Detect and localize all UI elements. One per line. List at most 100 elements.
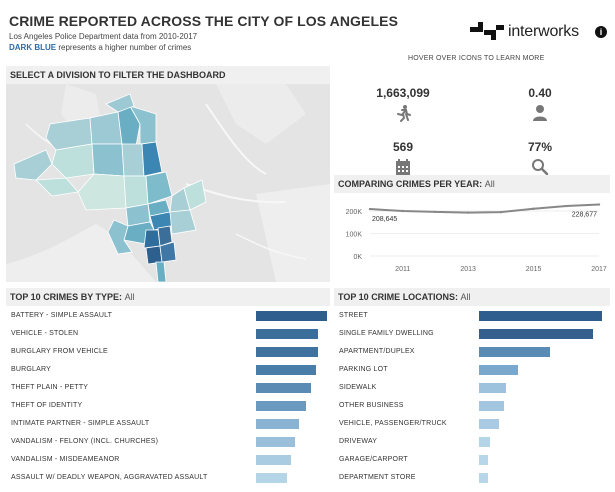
division-valley-north bbox=[105, 93, 135, 113]
crime-type-bar[interactable] bbox=[256, 473, 288, 483]
data-point bbox=[532, 207, 535, 210]
division-far-east bbox=[183, 179, 207, 211]
crime-location-label: PARKING LOT bbox=[339, 366, 388, 373]
division-topanga bbox=[51, 143, 95, 179]
crime-type-bar[interactable] bbox=[256, 455, 291, 465]
crime-location-bar[interactable] bbox=[479, 311, 602, 321]
crime-type-bar[interactable] bbox=[256, 347, 318, 357]
y-tick-label: 200K bbox=[346, 209, 363, 216]
crime-type-label: VANDALISM - FELONY (INCL. CHURCHES) bbox=[11, 438, 159, 445]
crime-location-bar[interactable] bbox=[479, 455, 488, 465]
data-point bbox=[565, 204, 568, 208]
interworks-logo[interactable]: interworks bbox=[470, 22, 579, 42]
division-van-nuys bbox=[91, 143, 125, 177]
crime-location-label: DRIVEWAY bbox=[339, 438, 378, 445]
calendar-icon[interactable] bbox=[343, 158, 463, 181]
crime-location-label: OTHER BUSINESS bbox=[339, 402, 404, 409]
crime-type-filter: All bbox=[124, 292, 135, 302]
crime-location-bar[interactable] bbox=[479, 329, 594, 339]
division-southeast bbox=[159, 241, 177, 263]
crime-location-label: GARAGE/CARPORT bbox=[339, 456, 408, 463]
crime-type-bar[interactable] bbox=[256, 311, 327, 321]
hover-hint: HOVER OVER ICONS TO LEARN MORE bbox=[408, 55, 545, 62]
crime-type-title: TOP 10 CRIMES BY TYPE: bbox=[10, 292, 123, 302]
legend-rest: represents a higher number of crimes bbox=[56, 43, 192, 52]
legend-highlight: DARK BLUE bbox=[9, 43, 57, 52]
per-year-line-chart[interactable]: 0K 100K 200K 2011 2013 2015 2017 208,645 228,677 bbox=[334, 194, 610, 278]
magnifier-icon[interactable] bbox=[480, 158, 600, 181]
series-line bbox=[369, 203, 600, 214]
crime-location-bar[interactable] bbox=[479, 383, 507, 393]
x-tick-label: 2013 bbox=[460, 266, 476, 273]
crime-type-label: THEFT OF IDENTITY bbox=[11, 402, 83, 409]
crime-type-bar[interactable] bbox=[256, 401, 306, 411]
x-tick-label: 2011 bbox=[395, 266, 410, 273]
person-icon[interactable] bbox=[480, 104, 600, 127]
end-value-label: 228,677 bbox=[572, 212, 597, 219]
kpi-total-crimes[interactable]: 1,663,099 bbox=[343, 86, 463, 127]
crime-type-label: ASSAULT W/ DEADLY WEAPON, AGGRAVATED ASS… bbox=[11, 474, 208, 481]
y-tick-label: 0K bbox=[353, 254, 362, 261]
x-tick-label: 2017 bbox=[591, 266, 607, 273]
crime-location-label: SINGLE FAMILY DWELLING bbox=[339, 330, 434, 337]
division-newton bbox=[157, 225, 173, 247]
crime-type-bar[interactable] bbox=[256, 419, 299, 429]
running-person-icon[interactable] bbox=[343, 104, 463, 127]
crime-location-label: DEPARTMENT STORE bbox=[339, 474, 416, 481]
info-icon[interactable]: i bbox=[595, 26, 607, 38]
division-southwest bbox=[143, 229, 161, 249]
crime-type-header: TOP 10 CRIMES BY TYPE: All bbox=[6, 288, 330, 306]
subtitle: Los Angeles Police Department data from … bbox=[9, 32, 198, 41]
crime-location-label: SIDEWALK bbox=[339, 384, 377, 391]
crime-type-label: BURGLARY FROM VEHICLE bbox=[11, 348, 108, 355]
crime-location-bar[interactable] bbox=[479, 347, 551, 357]
crime-type-bar[interactable] bbox=[256, 437, 296, 447]
crime-location-label: VEHICLE, PASSENGER/TRUCK bbox=[339, 420, 447, 427]
kpi-days-value: 569 bbox=[392, 140, 414, 154]
crime-location-filter: All bbox=[460, 292, 471, 302]
per-year-filter: All bbox=[484, 179, 495, 189]
division-map[interactable] bbox=[6, 84, 330, 282]
per-year-title: COMPARING CRIMES PER YEAR: bbox=[338, 179, 483, 189]
division-77th bbox=[145, 245, 163, 265]
division-north-valley bbox=[141, 141, 163, 177]
division-devonshire bbox=[89, 111, 123, 145]
per-year-header: COMPARING CRIMES PER YEAR: All bbox=[334, 175, 610, 193]
interworks-logo-icon bbox=[470, 22, 504, 40]
crime-location-bar[interactable] bbox=[479, 419, 499, 429]
crime-location-bar[interactable] bbox=[479, 437, 491, 447]
kpi-rate[interactable]: 0.40 bbox=[480, 86, 600, 127]
map-panel-header: SELECT A DIVISION TO FILTER THE DASHBOAR… bbox=[6, 66, 330, 84]
start-value-label: 208,645 bbox=[372, 216, 397, 223]
division-west-la bbox=[77, 173, 127, 211]
division-north-hollywood bbox=[121, 143, 145, 177]
crime-type-label: INTIMATE PARTNER - SIMPLE ASSAULT bbox=[11, 420, 150, 427]
crime-type-label: VANDALISM - MISDEAMEANOR bbox=[11, 456, 120, 463]
kpi-days[interactable]: 569 bbox=[343, 140, 463, 181]
division-hollywood bbox=[123, 175, 149, 209]
crime-type-label: BATTERY - SIMPLE ASSAULT bbox=[11, 312, 113, 319]
crime-location-header: TOP 10 CRIME LOCATIONS: All bbox=[334, 288, 610, 306]
crime-location-bar[interactable] bbox=[479, 473, 488, 483]
x-tick-label: 2015 bbox=[526, 266, 542, 273]
crime-type-bar[interactable] bbox=[256, 365, 316, 375]
data-point bbox=[466, 211, 470, 214]
data-point bbox=[434, 210, 437, 214]
kpi-rate-value: 0.40 bbox=[528, 86, 552, 100]
division-east bbox=[169, 209, 197, 235]
data-point bbox=[401, 209, 404, 213]
crime-type-label: BURGLARY bbox=[11, 366, 51, 373]
map-svg bbox=[6, 84, 330, 282]
data-point bbox=[499, 210, 503, 214]
crime-location-label: STREET bbox=[339, 312, 368, 319]
division-harbor bbox=[155, 261, 167, 282]
crime-location-title: TOP 10 CRIME LOCATIONS: bbox=[338, 292, 459, 302]
crime-location-bar[interactable] bbox=[479, 401, 504, 411]
crime-type-bar[interactable] bbox=[256, 383, 312, 393]
data-point bbox=[597, 203, 601, 206]
kpi-percent[interactable]: 77% bbox=[480, 140, 600, 181]
crime-type-bar[interactable] bbox=[256, 329, 319, 339]
kpi-total-crimes-value: 1,663,099 bbox=[376, 86, 430, 100]
data-point bbox=[368, 207, 372, 211]
crime-location-bar[interactable] bbox=[479, 365, 519, 375]
